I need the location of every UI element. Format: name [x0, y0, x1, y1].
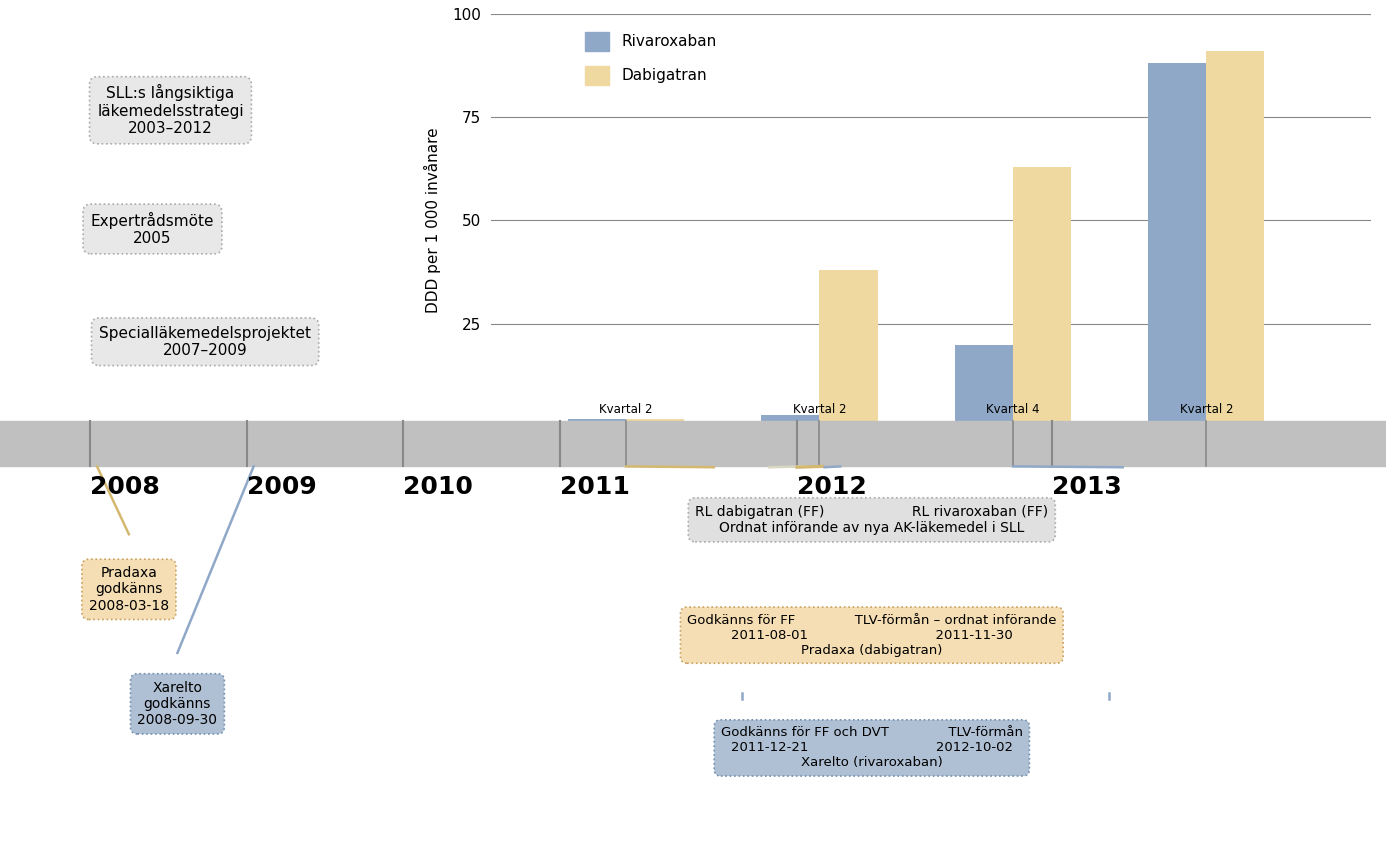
Text: 2010: 2010	[403, 475, 473, 499]
Bar	[568, 419, 626, 427]
Bar	[761, 415, 819, 427]
Bar	[819, 271, 877, 427]
Text: SLL:s långsiktiga
läkemedelsstrategi
2003–2012: SLL:s långsiktiga läkemedelsstrategi 200…	[97, 84, 244, 137]
Text: 2008: 2008	[90, 475, 159, 499]
Text: Godkänns för FF              TLV-förmån – ordnat införande
2011-08-01           : Godkänns för FF TLV-förmån – ordnat infö…	[687, 614, 1056, 656]
Text: Kvartal 2: Kvartal 2	[599, 404, 653, 416]
Text: 2011: 2011	[560, 475, 629, 499]
Text: Specialläkemedelsprojektet
2007–2009: Specialläkemedelsprojektet 2007–2009	[100, 326, 310, 358]
Text: 2012: 2012	[797, 475, 866, 499]
Text: Pradaxa
godkänns
2008-03-18: Pradaxa godkänns 2008-03-18	[89, 566, 169, 612]
Bar	[955, 344, 1013, 427]
Text: Xarelto
godkänns
2008-09-30: Xarelto godkänns 2008-09-30	[137, 681, 218, 727]
Text: Godkänns för FF och DVT              TLV-förmån
2011-12-21                      : Godkänns för FF och DVT TLV-förmån 2011-…	[721, 727, 1023, 769]
Bar	[626, 419, 685, 427]
Y-axis label: DDD per 1 000 invånare: DDD per 1 000 invånare	[424, 128, 441, 313]
Text: RL dabigatran (FF)                    RL rivaroxaban (FF)
Ordnat införande av ny: RL dabigatran (FF) RL rivaroxaban (FF) O…	[696, 505, 1048, 535]
Bar	[1013, 167, 1071, 427]
Bar	[0, 421, 1386, 466]
Text: 2013: 2013	[1052, 475, 1121, 499]
Bar	[1149, 64, 1206, 427]
Text: Kvartal 2: Kvartal 2	[793, 404, 847, 416]
Text: Expertrådsmöte
2005: Expertrådsmöte 2005	[90, 212, 215, 246]
Bar	[1206, 51, 1264, 427]
Text: 2009: 2009	[247, 475, 316, 499]
Legend: Rivaroxaban, Dabigatran: Rivaroxaban, Dabigatran	[579, 26, 722, 91]
Text: Kvartal 2: Kvartal 2	[1179, 404, 1234, 416]
Text: Kvartal 4: Kvartal 4	[987, 404, 1040, 416]
